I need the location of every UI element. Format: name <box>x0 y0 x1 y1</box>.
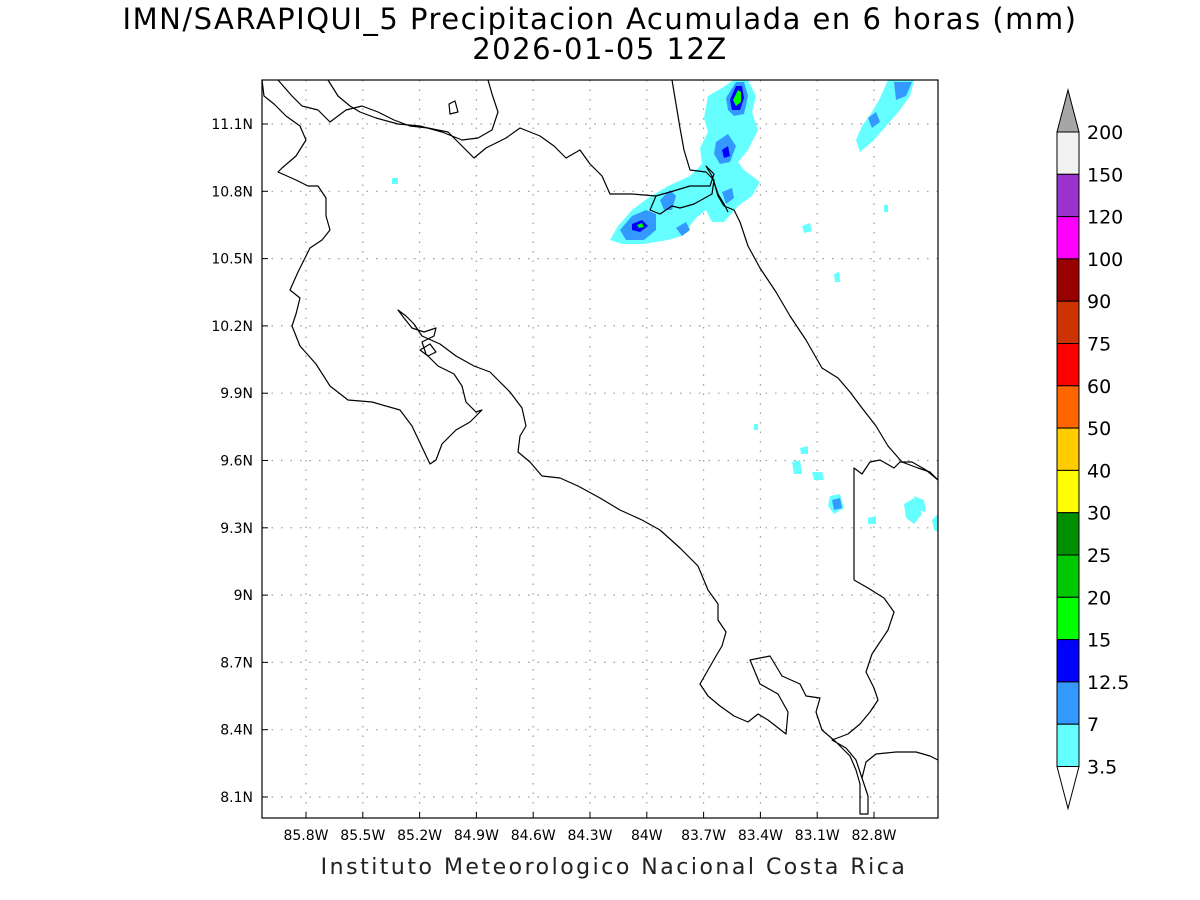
precip-spot <box>932 514 938 532</box>
lon-label: 83.1W <box>795 828 840 844</box>
colorbar-label: 40 <box>1087 460 1111 482</box>
caribbean-coast <box>713 181 939 481</box>
precip-spot <box>904 498 922 524</box>
lon-label: 84W <box>631 828 663 844</box>
colorbar-label: 50 <box>1087 418 1111 440</box>
lon-label: 84.3W <box>567 828 612 844</box>
colorbar: 200 150 120 100 90 75 60 50 40 30 25 20 15 12.5 7 3.5 <box>1056 88 1129 811</box>
colorbar-segment <box>1056 173 1080 218</box>
colorbar-label: 150 <box>1087 164 1123 186</box>
colorbar-segment <box>1056 596 1080 641</box>
colorbar-segment <box>1056 639 1080 683</box>
colorbar-under-triangle <box>1056 766 1080 811</box>
colorbar-label: 120 <box>1087 207 1123 229</box>
precip-band-7 <box>660 190 676 210</box>
lon-label: 82.8W <box>851 828 896 844</box>
precipitation-field <box>392 80 938 532</box>
precip-band-12.5 <box>722 146 730 158</box>
precip-spot <box>914 496 926 512</box>
lat-label: 10.8N <box>211 184 253 200</box>
map-datetime: 2026-01-05 12Z <box>472 32 728 66</box>
colorbar-label: 75 <box>1087 334 1111 356</box>
precip-band-7 <box>868 112 880 128</box>
colorbar-label: 15 <box>1087 630 1111 652</box>
lon-label: 85.2W <box>397 828 442 844</box>
guanacaste-pacific-coast <box>261 79 499 465</box>
precip-band-7 <box>676 222 690 236</box>
lat-label: 9.3N <box>220 521 253 537</box>
lon-label: 83.7W <box>681 828 726 844</box>
colorbar-segment <box>1056 216 1080 260</box>
precip-spot <box>792 460 802 474</box>
lat-label: 9.9N <box>220 386 253 402</box>
lat-label: 8.1N <box>220 790 253 806</box>
colorbar-label: 7 <box>1087 714 1099 736</box>
colorbar-label: 20 <box>1087 587 1111 609</box>
precip-band-7 <box>894 82 912 100</box>
lake-island <box>448 100 459 115</box>
colorbar-segment <box>1056 512 1080 556</box>
precip-spot <box>812 472 824 480</box>
colorbar-label: 3.5 <box>1087 757 1117 779</box>
nicaragua-costa-rica-border <box>277 79 729 213</box>
lon-label: 84.6W <box>511 828 556 844</box>
precip-spot <box>884 205 888 212</box>
lake-nicaragua-shore <box>327 79 499 141</box>
colorbar-label: 25 <box>1087 545 1111 567</box>
lat-label: 11.1N <box>211 117 253 133</box>
lat-lon-grid <box>262 80 938 818</box>
colorbar-label: 30 <box>1087 503 1111 525</box>
latitude-labels: 11.1N 10.8N 10.5N 10.2N 9.9N 9.6N 9.3N 9N 8.7N 8.… <box>211 117 253 806</box>
institution-footer: Instituto Meteorologico Nacional Costa R… <box>320 855 908 880</box>
nicaragua-caribbean-coast <box>649 79 715 215</box>
longitude-labels: 85.8W 85.5W 85.2W 84.9W 84.6W 84.3W 84W 83.7W 83… <box>283 828 896 844</box>
burica-peninsula <box>861 751 939 779</box>
colorbar-over-triangle <box>1056 88 1080 133</box>
precip-spot <box>802 223 812 233</box>
lat-label: 8.7N <box>220 655 253 671</box>
lat-label: 9N <box>234 588 253 604</box>
panama-border <box>853 459 939 580</box>
colorbar-label: 100 <box>1087 249 1123 271</box>
precip-spot <box>754 424 758 430</box>
precip-spot <box>392 178 398 184</box>
colorbar-label: 60 <box>1087 376 1111 398</box>
colorbar-segment <box>1056 385 1080 429</box>
precip-spot <box>868 516 876 524</box>
precip-band-7 <box>722 188 734 204</box>
precip-band-15 <box>637 223 644 228</box>
map-title: IMN/SARAPIQUI_5 Precipitacion Acumulada … <box>122 2 1078 36</box>
lat-label: 10.2N <box>211 319 253 335</box>
lon-label: 83.4W <box>738 828 783 844</box>
colorbar-segment <box>1056 469 1080 514</box>
precip-spot <box>800 446 808 454</box>
colorbar-segment <box>1056 427 1080 471</box>
colorbar-segment <box>1056 300 1080 345</box>
colorbar-segment <box>1056 723 1080 768</box>
lat-label: 8.4N <box>220 723 253 739</box>
gulf-island <box>419 343 437 357</box>
precip-spot <box>834 272 840 282</box>
lat-label: 9.6N <box>220 454 253 470</box>
precip-band-15 <box>733 90 741 106</box>
lon-label: 85.5W <box>340 828 385 844</box>
map-frame <box>261 79 939 819</box>
colorbar-label: 200 <box>1087 122 1123 144</box>
lon-label: 84.9W <box>454 828 499 844</box>
central-pacific-coast <box>497 379 895 815</box>
coastlines-and-borders <box>261 79 939 815</box>
colorbar-segment <box>1056 131 1080 175</box>
colorbar-segment <box>1056 554 1080 598</box>
colorbar-segment <box>1056 681 1080 725</box>
colorbar-segment <box>1056 343 1080 387</box>
colorbar-segment <box>1056 258 1080 302</box>
colorbar-label: 12.5 <box>1087 672 1129 694</box>
precip-band-7 <box>832 498 842 510</box>
colorbar-label: 90 <box>1087 291 1111 313</box>
lon-label: 85.8W <box>283 828 328 844</box>
lat-label: 10.5N <box>211 252 253 268</box>
